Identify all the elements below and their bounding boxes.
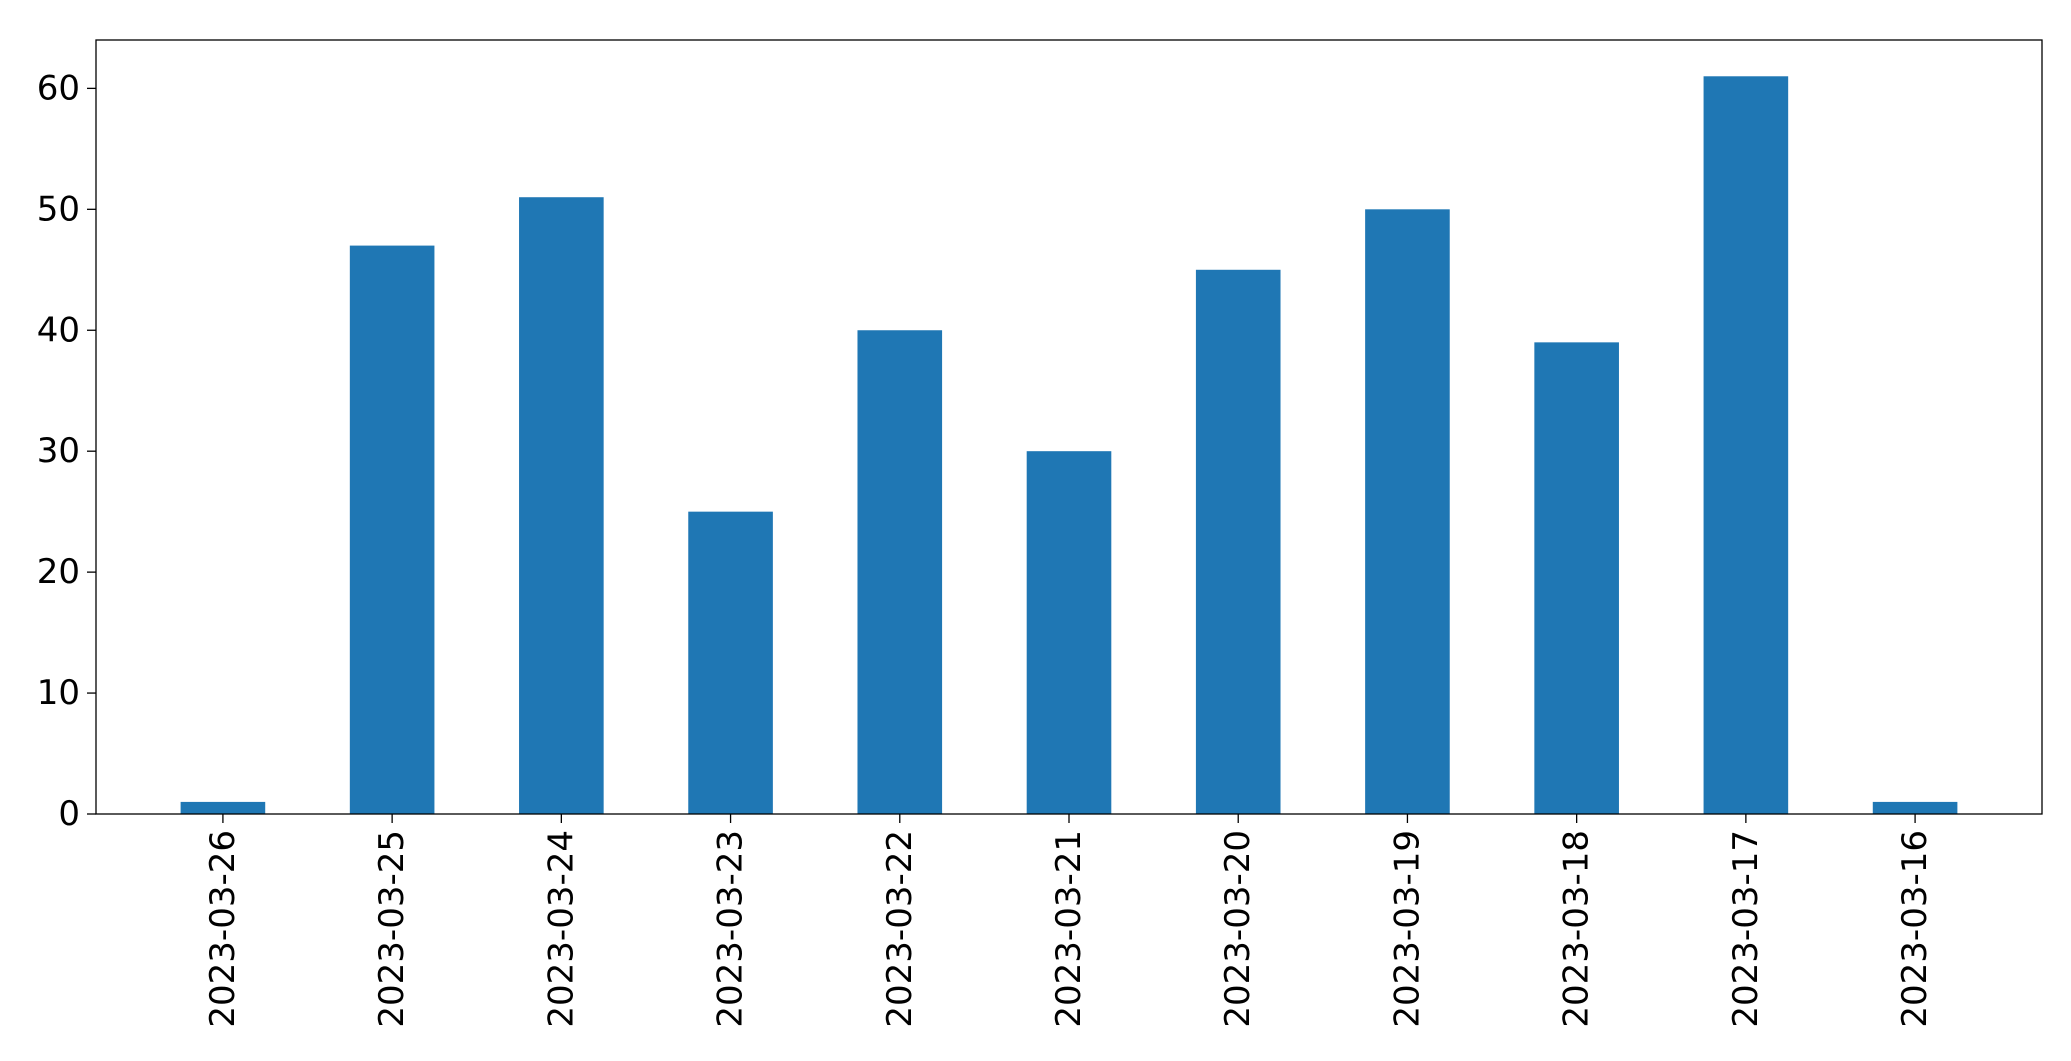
bar-2023-03-17 [1703, 76, 1789, 814]
plot-frame [95, 39, 2043, 815]
bar-2023-03-23 [688, 511, 773, 814]
bar-2023-03-18 [1534, 342, 1619, 814]
y-tick-label: 60 [37, 68, 80, 108]
y-tick-label: 30 [37, 431, 80, 471]
bars-layer [180, 76, 1958, 814]
x-axis: 2023-03-26 2023-03-25 2023-03-24 2023-03-23… [203, 814, 1935, 1028]
bar-2023-03-19 [1365, 209, 1450, 814]
y-tick-label: 10 [37, 673, 80, 713]
x-tick-label: 2023-03-17 [1726, 830, 1766, 1028]
x-tick-label: 2023-03-20 [1218, 830, 1258, 1028]
x-tick-label: 2023-03-23 [711, 830, 751, 1028]
y-tick-label: 40 [37, 310, 80, 350]
y-tick-label: 20 [37, 552, 80, 592]
x-tick-label: 2023-03-21 [1049, 830, 1089, 1028]
x-tick-label: 2023-03-22 [880, 830, 920, 1028]
bar-2023-03-20 [1195, 269, 1281, 814]
x-tick-label: 2023-03-25 [372, 830, 412, 1028]
bar-2023-03-16 [1872, 801, 1958, 814]
x-tick-label: 2023-03-19 [1387, 830, 1427, 1028]
x-tick-label: 2023-03-16 [1895, 830, 1935, 1028]
bar-2023-03-25 [349, 245, 435, 814]
x-tick-label: 2023-03-24 [541, 830, 581, 1028]
bar-2023-03-24 [519, 197, 604, 814]
y-tick-label: 50 [37, 189, 80, 229]
x-tick-label: 2023-03-26 [203, 830, 243, 1028]
x-tick-label: 2023-03-18 [1557, 830, 1597, 1028]
bar-2023-03-22 [857, 330, 943, 814]
bar-2023-03-21 [1026, 451, 1112, 814]
bar-2023-03-26 [180, 801, 266, 814]
y-axis: 0 10 20 30 40 50 60 [37, 68, 96, 834]
y-tick-label: 0 [58, 794, 80, 834]
